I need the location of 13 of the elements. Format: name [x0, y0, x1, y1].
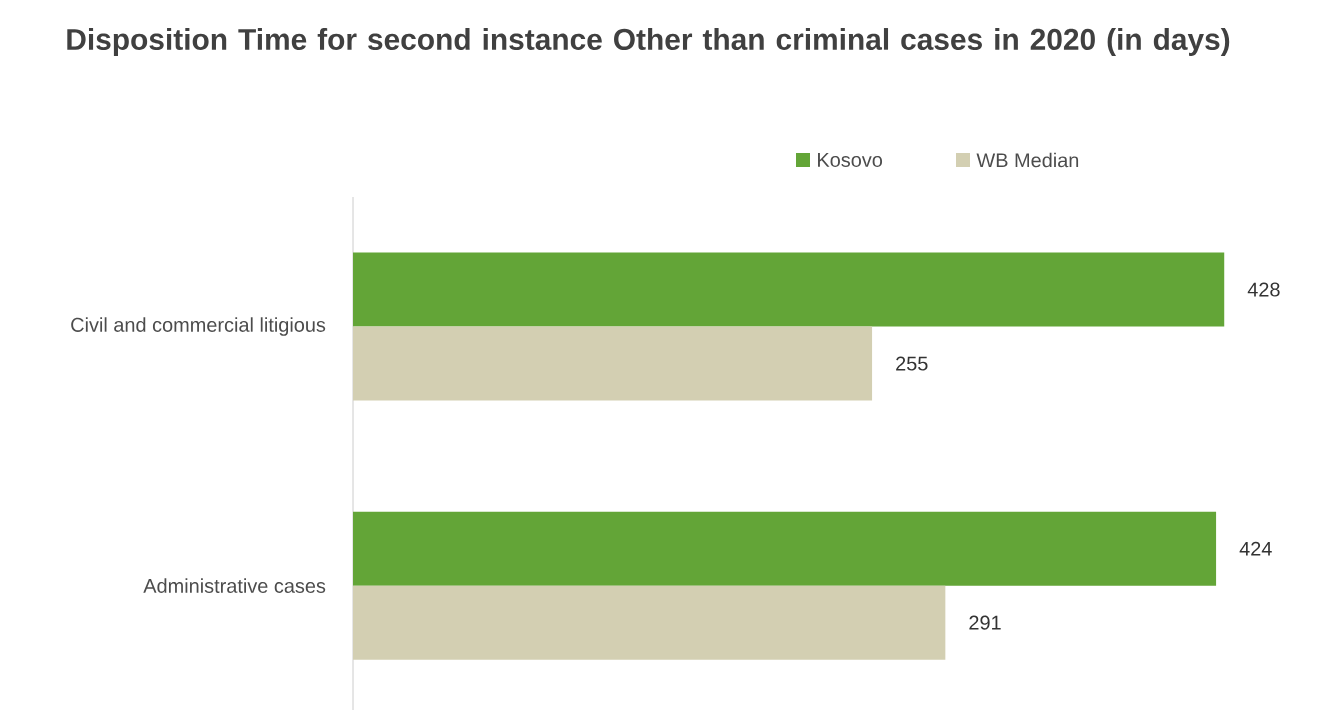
data-label: 424: [1239, 541, 1272, 556]
data-label: 428: [1247, 282, 1280, 297]
data-label: 255: [896, 356, 928, 371]
y-tick-label: Civil and commercial litigious: [71, 317, 326, 336]
bar: [353, 326, 873, 401]
data-label: 291: [969, 615, 1001, 630]
chart-title: Disposition Time for second instance Other than criminal cases in 2020 (in days): [67, 28, 1230, 56]
legend-label: Kosovo: [818, 153, 883, 167]
y-tick-label: Administrative cases: [143, 578, 326, 593]
bar: [353, 511, 1217, 586]
bar: [353, 585, 946, 660]
bar: [353, 252, 1225, 327]
legend-label: WB Median: [976, 152, 1079, 168]
